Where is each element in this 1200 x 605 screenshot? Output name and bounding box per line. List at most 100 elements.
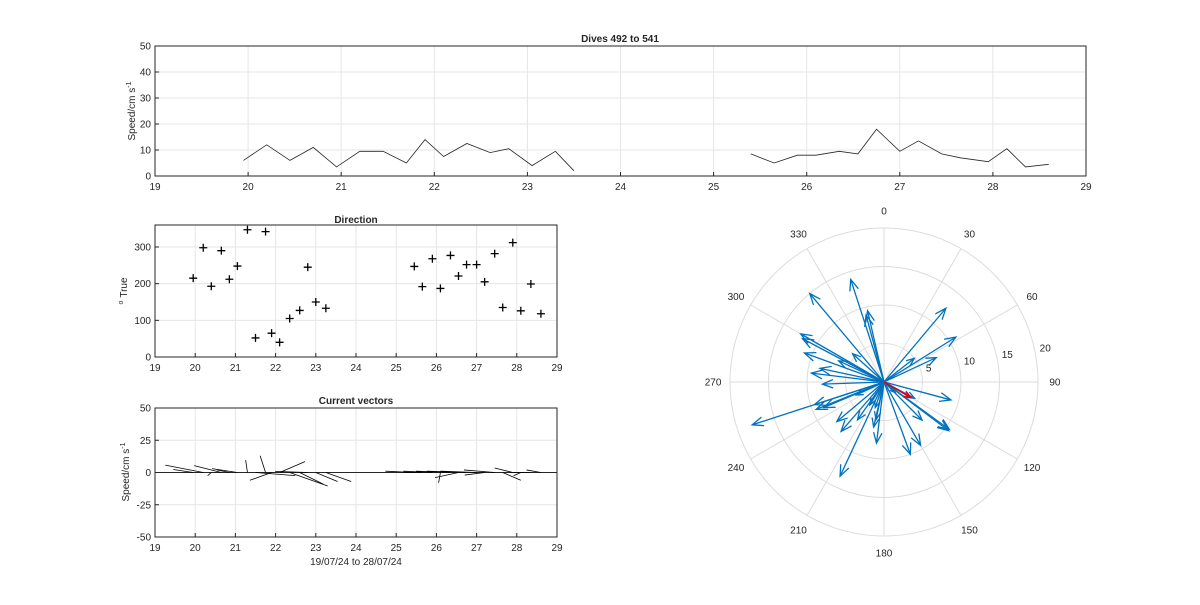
vectors-xtick-label: 26 [431,543,443,554]
polar-vector-arrow-head [936,420,950,432]
polar-vector-arrow-head [901,442,912,457]
polar-vector-arrow [840,381,885,432]
current-vector [207,472,212,477]
polar-vector-arrow-head [873,411,882,422]
direction-point [428,254,437,263]
current-vector [259,455,266,473]
direction-point [516,306,525,315]
polar-vector-arrow [883,381,923,421]
polar-vector-arrow-head [835,411,848,423]
vectors-panel-plot [155,455,557,487]
polar-vector-arrow [823,381,885,409]
direction-panel-title: Direction [334,215,377,226]
direction-point [490,249,499,258]
speed-series-line [750,128,1049,168]
direction-xtick-label: 22 [270,363,282,374]
direction-panel: Direction 19 20 21 22 23 24 25 26 27 28 29 0 100 200 3… [118,215,563,374]
current-vector [275,470,308,473]
speed-series-line [555,151,575,172]
direction-xtick-label: 26 [431,363,443,374]
current-vector [255,472,296,476]
direction-point [508,238,517,247]
speed-panel-ylabel: Speed/cm s-1 [126,81,138,140]
polar-vector-arrow [852,353,885,383]
vectors-ytick-label: -25 [137,500,152,511]
direction-point [436,284,445,293]
polar-vector-arrow-head [822,398,836,409]
polar-angle-label: 330 [790,229,807,240]
direction-panel-ylabel-text: True [119,277,130,298]
polar-vector-arrow-head [799,332,813,344]
vectors-panel-ylabel: Speed/cm s-1 [120,442,132,501]
direction-point [526,280,535,289]
vectors-xtick-label: 22 [270,543,282,554]
current-vector [315,472,338,482]
speed-panel-title: Dives 492 to 541 [581,34,659,45]
direction-point [321,304,330,313]
current-vector [502,472,521,481]
polar-vector-arrow [850,279,885,383]
direction-point [462,260,471,269]
direction-point [303,263,312,272]
vectors-panel-ylabel-text: Speed/cm s [121,449,132,502]
current-vector [513,472,521,477]
speed-panel-ylabel-sup: -1 [126,81,133,87]
current-vector [403,470,433,473]
current-vector [494,467,513,473]
direction-ytick-label: 200 [134,279,151,290]
polar-vector-arrow-head [872,431,883,445]
polar-vector-arrow [865,314,885,383]
vectors-xtick-label: 27 [471,543,483,554]
direction-point [410,262,419,271]
polar-vector-arrow-head [837,360,849,369]
polar-arrows [750,277,958,478]
vectors-panel-ticks: 19 20 21 22 23 24 25 26 27 28 29 -50 -25 0 25 50 [137,404,563,555]
polar-radius-label: 5 [926,363,932,374]
direction-panel-ticks: 19 20 21 22 23 24 25 26 27 28 29 0 100 200 300 [134,243,563,375]
polar-vector-arrow-head [868,397,876,407]
speed-ytick-label: 20 [140,120,152,131]
polar-vector-arrow [875,381,885,444]
polar-vector-arrow [811,372,885,383]
polar-vector-arrow-head [820,378,834,389]
speed-ytick-label: 10 [140,146,152,157]
speed-xtick-label: 25 [708,182,720,193]
direction-xtick-label: 24 [350,363,362,374]
polar-vector-arrow [874,381,885,408]
speed-xtick-label: 24 [615,182,627,193]
polar-vector-arrow-head [854,388,864,396]
direction-ytick-label: 300 [134,243,151,254]
direction-point [285,314,294,323]
polar-ticks: 0 30 60 90 120 150 180 210 240 270 300 330 5 10 15 20 [705,207,1061,560]
polar-vector-arrow [814,381,885,406]
current-vector [325,472,352,482]
polar-vector-arrow-head [802,352,817,362]
speed-panel-ylabel-text: Speed/cm s [127,88,138,141]
polar-vector-arrow [883,336,957,383]
speed-panel-ticks: 19 20 21 22 23 24 25 26 27 28 29 0 10 20 30 40 50 [140,42,1092,194]
polar-vector-arrow-head [934,306,947,320]
speed-ytick-label: 40 [140,68,152,79]
polar-vector-arrow [883,381,911,455]
polar-vector-arrow [838,360,885,383]
vectors-xtick-label: 20 [190,543,202,554]
polar-vector-arrow-head [809,369,824,380]
direction-point [311,298,320,306]
direction-point [251,333,260,342]
vectors-xtick-label: 21 [230,543,242,554]
vectors-ytick-label: -50 [137,533,152,544]
direction-xtick-label: 20 [190,363,202,374]
direction-point [233,262,242,271]
polar-vector-arrow-head [871,417,880,429]
speed-xtick-label: 21 [336,182,348,193]
direction-point [454,271,463,280]
direction-xtick-label: 23 [310,363,322,374]
direction-point [275,338,284,347]
direction-ytick-label: 100 [134,316,151,327]
polar-vector-arrow-head [925,356,938,367]
direction-xtick-label: 19 [149,363,161,374]
direction-panel-plot [189,225,545,347]
polar-vector-arrow-head [814,400,829,411]
